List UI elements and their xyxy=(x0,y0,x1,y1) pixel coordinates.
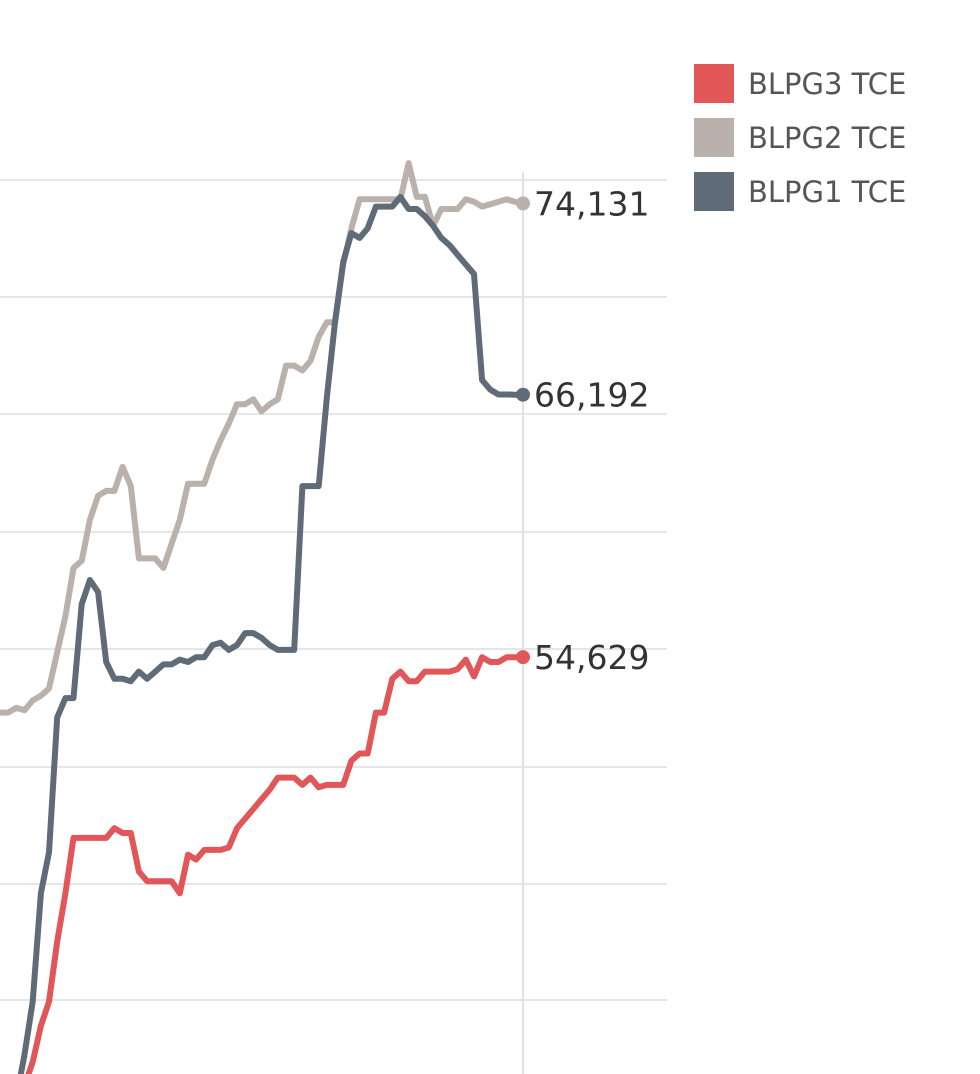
end-label-blpg3: 54,629 xyxy=(534,638,649,677)
legend: BLPG3 TCE BLPG2 TCE BLPG1 TCE xyxy=(694,64,906,226)
series-line-blpg3 xyxy=(25,654,526,1074)
series-line-blpg2 xyxy=(0,160,526,716)
legend-item-blpg1[interactable]: BLPG1 TCE xyxy=(694,172,906,211)
legend-swatch-blpg2 xyxy=(694,118,734,157)
end-labels: 54,629 74,131 66,192 xyxy=(534,184,649,677)
legend-item-blpg2[interactable]: BLPG2 TCE xyxy=(694,118,906,157)
gridlines xyxy=(0,179,667,1001)
legend-label-blpg1: BLPG1 TCE xyxy=(748,174,907,209)
series-lines xyxy=(0,160,526,1074)
series-line-blpg1 xyxy=(17,193,526,1074)
legend-item-blpg3[interactable]: BLPG3 TCE xyxy=(694,64,906,103)
legend-label-blpg3: BLPG3 TCE xyxy=(748,66,907,101)
end-marker-blpg3 xyxy=(516,650,530,665)
end-label-blpg2: 74,131 xyxy=(534,184,649,223)
end-marker-blpg1 xyxy=(516,387,530,402)
legend-swatch-blpg3 xyxy=(694,64,734,103)
legend-swatch-blpg1 xyxy=(694,172,734,211)
legend-label-blpg2: BLPG2 TCE xyxy=(748,120,907,155)
end-marker-blpg2 xyxy=(516,196,530,211)
end-label-blpg1: 66,192 xyxy=(534,376,649,415)
end-markers xyxy=(516,196,530,665)
